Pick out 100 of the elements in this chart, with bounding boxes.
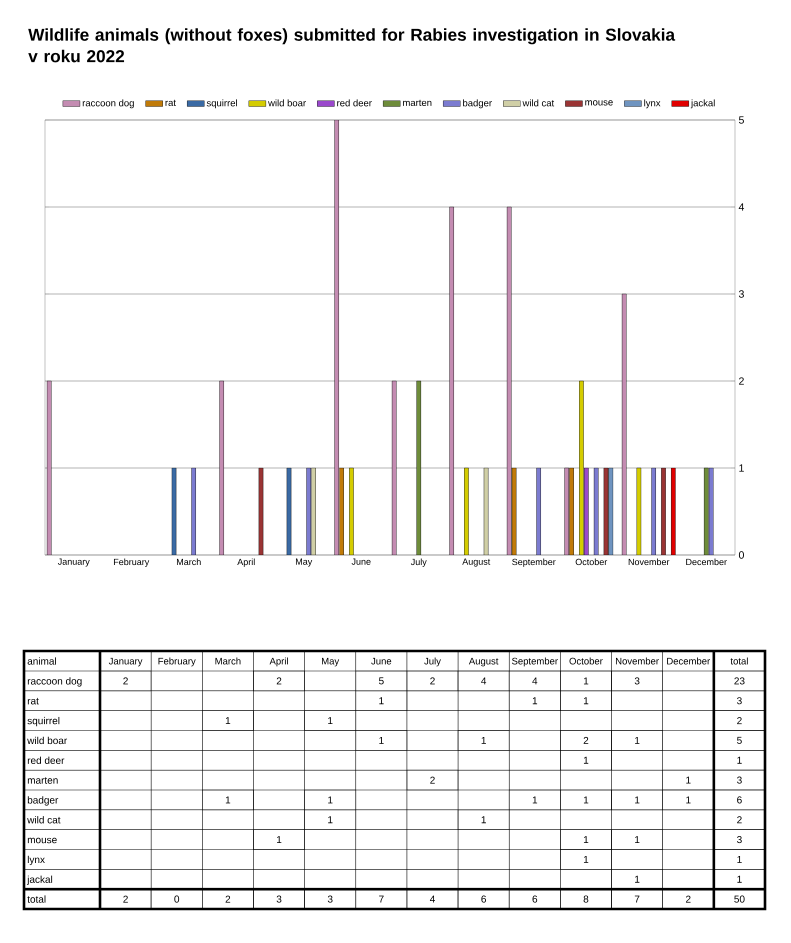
x-tick-label: November <box>628 558 670 566</box>
data-label: 1 <box>584 677 588 684</box>
y-tick-label: 5 <box>738 116 744 124</box>
x-tick-label: May <box>296 558 312 567</box>
bar <box>661 468 666 555</box>
x-tick-label: July <box>410 558 427 567</box>
legend-label: red deer <box>337 99 372 106</box>
y-tick-label: total <box>27 895 46 903</box>
data-label: 1 <box>635 736 640 744</box>
data-label: 2 <box>226 896 230 903</box>
legend-label: jackal <box>690 99 715 108</box>
data-label: 1 <box>532 697 538 704</box>
y-tick-label: wild boar <box>27 736 68 744</box>
legend-label: wild boar <box>268 99 306 106</box>
data-label: 7 <box>634 896 640 903</box>
x-tick-label: September <box>512 658 558 666</box>
y-tick-label: raccoon dog <box>28 677 82 687</box>
x-tick-label: October <box>570 658 603 664</box>
data-label: 1 <box>635 876 640 883</box>
data-label: 1 <box>379 736 384 744</box>
data-label: 4 <box>481 677 486 684</box>
y-tick-label: mouse <box>28 838 57 844</box>
data-label: 1 <box>226 796 230 804</box>
y-tick-label: lynx <box>28 856 45 866</box>
data-label: 2 <box>686 896 691 903</box>
x-tick-label: December <box>686 558 727 566</box>
data-label: 2 <box>430 677 435 684</box>
data-label: 8 <box>584 896 588 903</box>
chart-title: Wildlife animals (without foxes) submitted for Rabies investigation in Slovakia v roku 2022 <box>28 28 676 62</box>
data-label: 1 <box>277 836 282 844</box>
x-tick-label: April <box>237 558 255 567</box>
data-label: 1 <box>635 796 640 804</box>
data-label: 4 <box>430 896 435 903</box>
data-label: 1 <box>226 717 230 724</box>
x-tick-label: January <box>108 658 142 666</box>
data-label: 2 <box>276 677 282 684</box>
data-label: 1 <box>379 697 384 704</box>
bar <box>484 468 488 555</box>
x-tick-label: February <box>158 658 196 666</box>
x-tick-label: November <box>616 658 659 664</box>
legend-label: lynx <box>644 99 660 108</box>
x-tick-label: October <box>576 558 608 566</box>
x-tick-label: March <box>176 558 201 566</box>
data-label: 3 <box>328 896 333 903</box>
data-label: 7 <box>379 896 384 903</box>
x-tick-label: July <box>424 658 441 666</box>
y-tick-label: badger <box>28 796 58 806</box>
data-label: 1 <box>482 736 486 744</box>
y-tick-label: red deer <box>28 756 64 764</box>
data-label: 1 <box>584 836 588 844</box>
y-tick-label: jackal <box>26 876 52 885</box>
bar <box>536 468 541 555</box>
x-tick-label: December <box>667 658 710 664</box>
y-tick-label: squirrel <box>27 716 60 726</box>
legend-label: marten <box>403 100 432 106</box>
x-tick-label: January <box>58 558 90 567</box>
data-label: 1 <box>328 796 332 804</box>
legend-label: mouse <box>585 100 613 106</box>
data-label: 1 <box>635 836 640 844</box>
data-label: 1 <box>328 816 332 824</box>
data-label: 3 <box>634 677 640 684</box>
bar <box>651 468 656 555</box>
y-tick-label: 2 <box>739 377 744 385</box>
data-label: 3 <box>276 896 282 903</box>
data-label: 6 <box>481 896 486 903</box>
data-label: 2 <box>123 677 128 684</box>
data-label: 5 <box>378 677 384 684</box>
data-label: 1 <box>584 697 588 704</box>
y-axis-title: animal <box>28 657 56 665</box>
data-label: 2 <box>430 776 435 784</box>
x-tick-label: March <box>215 658 240 664</box>
x-tick-label: April <box>270 658 288 666</box>
y-tick-label: wild cat <box>27 816 60 824</box>
x-tick-label: February <box>114 558 150 567</box>
data-label: 2 <box>123 896 128 903</box>
bar <box>286 468 292 555</box>
data-label: 1 <box>328 717 332 724</box>
bar <box>594 468 598 555</box>
legend-label: rat <box>166 100 176 106</box>
data-label: 1 <box>686 776 691 784</box>
x-tick-label: June <box>352 558 371 565</box>
data-label: 6 <box>532 896 538 903</box>
legend-label: badger <box>463 99 492 108</box>
data-label: 1 <box>584 796 588 804</box>
x-tick-label: June <box>371 658 392 664</box>
data-label: 50 <box>734 896 745 903</box>
y-tick-label: rat <box>28 698 39 704</box>
data-label: 1 <box>584 756 588 764</box>
data-label: 1 <box>686 796 691 804</box>
bar <box>258 468 264 555</box>
y-tick-label: 1 <box>739 464 744 472</box>
data-label: 23 <box>734 677 745 684</box>
x-tick-label: May <box>322 658 340 666</box>
legend-label: wild cat <box>522 99 554 106</box>
x-tick-label: September <box>512 558 556 567</box>
y-tick-label: marten <box>28 777 58 784</box>
data-label: 1 <box>482 816 486 824</box>
data-label: 0 <box>174 896 180 903</box>
data-label: 6 <box>737 796 742 804</box>
data-label: 4 <box>532 677 538 684</box>
